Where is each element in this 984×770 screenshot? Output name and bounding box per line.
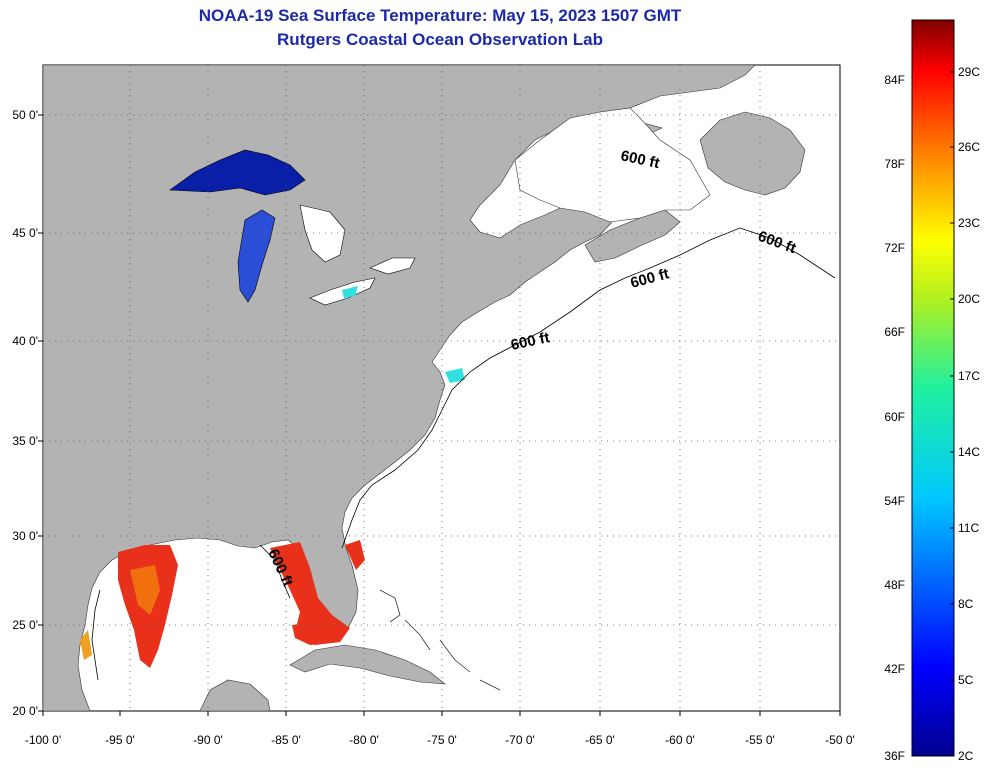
colorbar — [911, 19, 955, 757]
gulf-sst-florida — [270, 542, 350, 645]
land-north-america — [43, 65, 756, 711]
lon-label: -90 0' — [193, 733, 223, 747]
colorbar-f-label: 48F — [884, 578, 905, 592]
colorbar-c-label: 5C — [958, 673, 974, 687]
latitude-labels: 20 0' 25 0' 30 0' 35 0' 40 0' 45 0' 50 0' — [12, 108, 38, 718]
contour-600ft — [91, 227, 836, 681]
atlantic-sst-fl-coast — [345, 540, 365, 570]
colorbar-f-label: 66F — [884, 325, 905, 339]
longitude-labels: -100 0' -95 0' -90 0' -85 0' -80 0' -75 0' -70… — [25, 733, 855, 747]
lat-label: 20 0' — [12, 704, 38, 718]
lake-ontario — [369, 257, 416, 275]
lon-label: -50 0' — [825, 733, 855, 747]
colorbar-c-label: 23C — [958, 216, 980, 230]
land-bahamas — [379, 589, 501, 691]
colorbar-c-label: 14C — [958, 445, 980, 459]
colorbar-f-label: 54F — [884, 494, 905, 508]
colorbar-c-label: 26C — [958, 140, 980, 154]
lon-label: -80 0' — [349, 733, 379, 747]
lat-label: 25 0' — [12, 618, 38, 632]
land-newfoundland — [699, 111, 806, 196]
gulf-sst-texas — [80, 630, 92, 660]
lon-label: -70 0' — [505, 733, 535, 747]
colorbar-c-label: 2C — [958, 749, 974, 763]
land-cuba — [289, 644, 446, 685]
gulf-st-lawrence — [514, 107, 711, 223]
colorbar-f-label: 78F — [884, 157, 905, 171]
colorbar-c-label: 17C — [958, 369, 980, 383]
lat-label: 45 0' — [12, 226, 38, 240]
colorbar-f-label: 36F — [884, 749, 905, 763]
lake-superior — [169, 149, 306, 196]
lon-label: -60 0' — [665, 733, 695, 747]
colorbar-celsius-labels: 29C 26C 23C 20C 17C 14C 11C 8C 5C 2C — [958, 65, 980, 763]
colorbar-fahrenheit-labels: 84F 78F 72F 66F 60F 54F 48F 42F 36F — [884, 73, 905, 763]
lat-label: 35 0' — [12, 434, 38, 448]
map-ticks — [38, 114, 841, 716]
map-grid — [43, 65, 840, 711]
lat-label: 40 0' — [12, 334, 38, 348]
lon-label: -75 0' — [427, 733, 457, 747]
gulf-sst-keys — [292, 622, 345, 645]
map-title: NOAA-19 Sea Surface Temperature: May 15,… — [198, 6, 682, 25]
lat-label: 50 0' — [12, 108, 38, 122]
colorbar-c-label: 20C — [958, 292, 980, 306]
lon-label: -65 0' — [585, 733, 615, 747]
colorbar-ticks — [950, 71, 954, 757]
map-subtitle: Rutgers Coastal Ocean Observation Lab — [277, 30, 603, 49]
lon-label: -95 0' — [105, 733, 135, 747]
chesapeake-sst-patch — [445, 368, 465, 383]
colorbar-c-label: 11C — [958, 521, 979, 535]
colorbar-f-label: 72F — [884, 241, 905, 255]
lake-huron — [299, 204, 346, 263]
lat-label: 30 0' — [12, 529, 38, 543]
colorbar-c-label: 29C — [958, 65, 980, 79]
land-nova-scotia — [584, 209, 681, 263]
colorbar-c-label: 8C — [958, 597, 974, 611]
lake-erie-cyan — [342, 286, 358, 298]
colorbar-f-label: 42F — [884, 662, 905, 676]
lon-label: -85 0' — [271, 733, 301, 747]
gulf-sst-western-warm — [130, 565, 160, 615]
colorbar-f-label: 60F — [884, 410, 905, 424]
land-yucatan — [199, 679, 271, 711]
lon-label: -100 0' — [25, 733, 61, 747]
colorbar-f-label: 84F — [884, 73, 905, 87]
lon-label: -55 0' — [745, 733, 775, 747]
